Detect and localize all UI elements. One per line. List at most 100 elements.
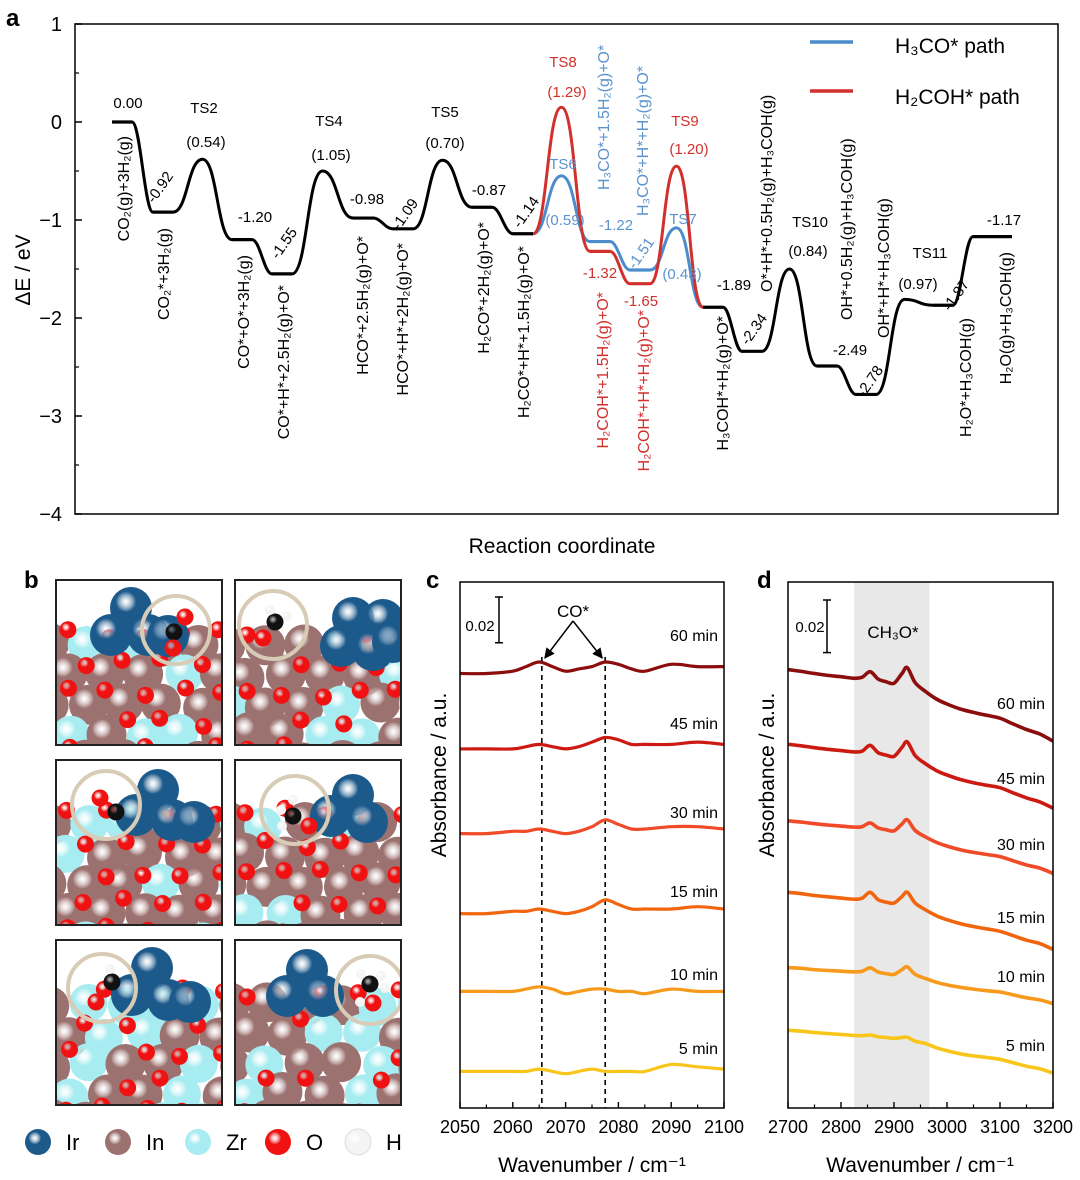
ts-name: TS5 [431, 104, 459, 121]
adsorbate-highlight-ring [70, 769, 142, 841]
ts-barrier: (1.05) [311, 147, 350, 164]
state-label-h2coh: H₂COH*+1.5H₂(g)+O* [595, 292, 612, 448]
atom-o [151, 709, 169, 727]
legend-label-in: In [146, 1130, 164, 1155]
spectrum-10-min [459, 985, 725, 996]
ch3o-annotation: CH₃O* [867, 623, 919, 642]
energy-step [491, 205, 514, 236]
adsorbate-atom-h [356, 969, 366, 979]
legend-swatch-o [265, 1129, 291, 1155]
atom-o [175, 744, 182, 745]
adsorbate-highlight-ring [334, 954, 401, 1026]
atom-o [335, 715, 353, 733]
transition-barrier-ts4 [291, 169, 354, 276]
atom-o [386, 680, 401, 698]
atom-zr [126, 1013, 165, 1052]
y-tick-label: 1 [51, 14, 62, 36]
atom-zr [235, 1078, 266, 1105]
y-axis-a: 1 0 −1 −2 −3 −4 [39, 14, 82, 526]
atom-in [108, 738, 138, 745]
atom-in [398, 1057, 401, 1078]
x-tick-label: 2900 [874, 1117, 914, 1137]
atom-o [330, 895, 348, 913]
atom-o [292, 656, 310, 674]
atom-ir [266, 975, 308, 1017]
energy-label-h2coh: -1.32 [583, 265, 617, 282]
atom-in [321, 1042, 362, 1083]
spectrum-30-min [787, 817, 1054, 876]
atom-ir [310, 795, 352, 837]
x-tick-label: 3100 [980, 1117, 1020, 1137]
atom-o [208, 737, 222, 745]
structure-frame [234, 759, 402, 926]
atom-zr [69, 1043, 108, 1082]
state-label: OH*+H*+H₃COH(g) [876, 198, 893, 338]
atom-o [293, 894, 311, 912]
atom-in [324, 918, 354, 925]
atom-o [372, 1071, 390, 1089]
adsorbate-atom-c [361, 975, 379, 993]
structure-image [56, 940, 222, 1105]
x-tick-label: 2100 [704, 1117, 744, 1137]
transition-barrier-ts9 [649, 164, 705, 309]
legend-swatch-in [105, 1129, 131, 1155]
atom-o [390, 1049, 401, 1067]
atom-in [400, 644, 401, 651]
energy-label: -1.87 [940, 277, 974, 315]
state-label: CO₂*+3H₂(g) [156, 228, 173, 320]
atom-o [119, 711, 137, 729]
atom-o [209, 621, 222, 639]
spectrum-5-min [787, 1028, 1054, 1075]
adsorbate-highlight-ring [237, 589, 309, 661]
adsorbate-atom-h [265, 605, 275, 615]
atom-o [216, 1100, 222, 1105]
adsorbate-atom-c [107, 803, 125, 821]
structure-frame [234, 939, 402, 1106]
atom-ir [346, 801, 388, 843]
atom-o [154, 894, 172, 912]
adsorbate-atom-o [164, 639, 182, 657]
atom-in [202, 1076, 222, 1105]
atom-o [315, 923, 325, 925]
adsorbate-atom-c [165, 623, 183, 641]
atom-in [186, 740, 211, 745]
series-label: 10 min [997, 969, 1045, 986]
energy-step [722, 305, 743, 353]
x-tick-label: 2070 [546, 1117, 586, 1137]
spectrum-45-min [787, 739, 1054, 810]
transition-barrier-ts2 [172, 157, 233, 242]
ts-name-h3co: TS7 [669, 211, 697, 228]
energy-step [951, 235, 975, 307]
adsorbate-atom-h [288, 795, 298, 805]
ts-name-h3co: TS6 [549, 156, 577, 173]
transition-barrier-ts11 [875, 297, 934, 396]
atom-in [105, 1044, 146, 1085]
x-tick-label: 3000 [927, 1117, 967, 1137]
ts-name: TS11 [913, 245, 948, 262]
atom-o [97, 868, 115, 886]
x-tick-label: 2090 [651, 1117, 691, 1137]
atom-o [137, 1043, 155, 1061]
ts-barrier-h2coh: (1.29) [547, 84, 586, 101]
energy-label: -1.89 [717, 277, 751, 294]
atom-in [123, 654, 164, 695]
scale-bar-label-c: 0.02 [465, 618, 494, 635]
atom-o [59, 621, 77, 639]
scale-bar-label-d: 0.02 [795, 619, 824, 636]
atom-ir [173, 801, 215, 843]
spectra-plot-c: 60 min 45 min 30 min 15 min 10 min 5 min 2050 2… [440, 581, 744, 1137]
spectrum-30-min [459, 818, 725, 836]
adsorbate-atom-h [380, 983, 390, 993]
structure-image [56, 580, 222, 745]
atom-ir [320, 625, 362, 667]
legend-label-o: O [306, 1130, 323, 1155]
energy-step [372, 216, 394, 231]
atom-o [134, 866, 152, 884]
atom-o [77, 657, 95, 675]
atom-in [304, 1075, 345, 1105]
spectrum-45-min [459, 735, 725, 751]
atom-o [239, 740, 255, 745]
atom-in [400, 881, 401, 885]
atom-o [272, 686, 290, 704]
atom-zr [56, 715, 90, 745]
